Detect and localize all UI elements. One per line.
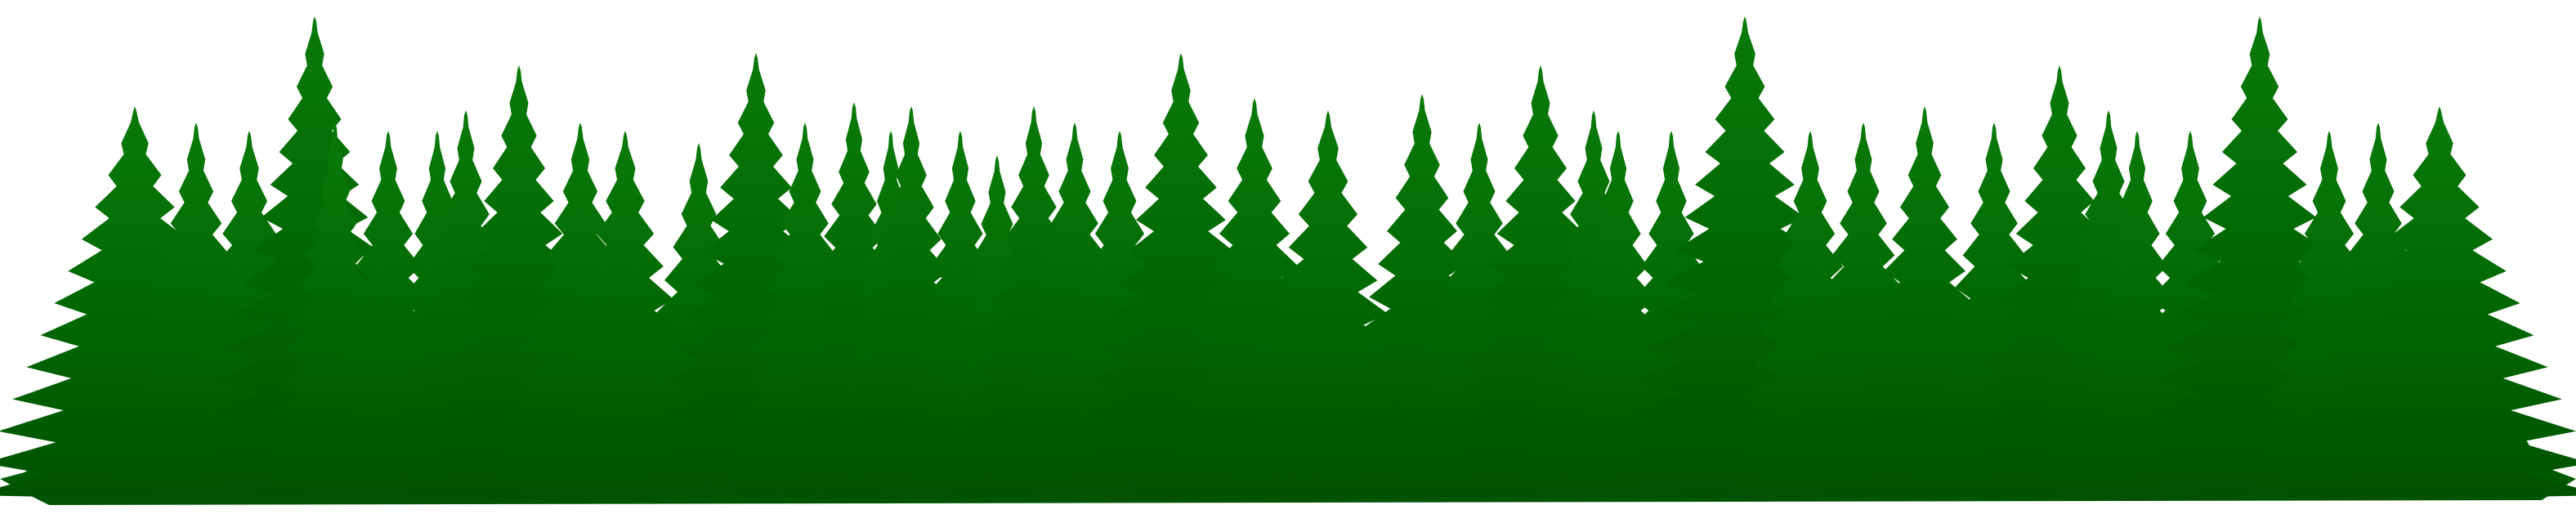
spruce-tree-icon — [1535, 131, 1702, 498]
spruce-tree-icon — [1719, 131, 1902, 498]
tree-group — [0, 16, 2576, 498]
spruce-tree-icon — [517, 131, 733, 498]
spruce-tree-icon — [2054, 131, 2220, 498]
spruce-tree-icon — [2238, 131, 2421, 498]
spruce-tree-icon — [2274, 106, 2576, 498]
spruce-tree-icon — [877, 131, 1044, 498]
spruce-tree-icon — [297, 131, 480, 498]
